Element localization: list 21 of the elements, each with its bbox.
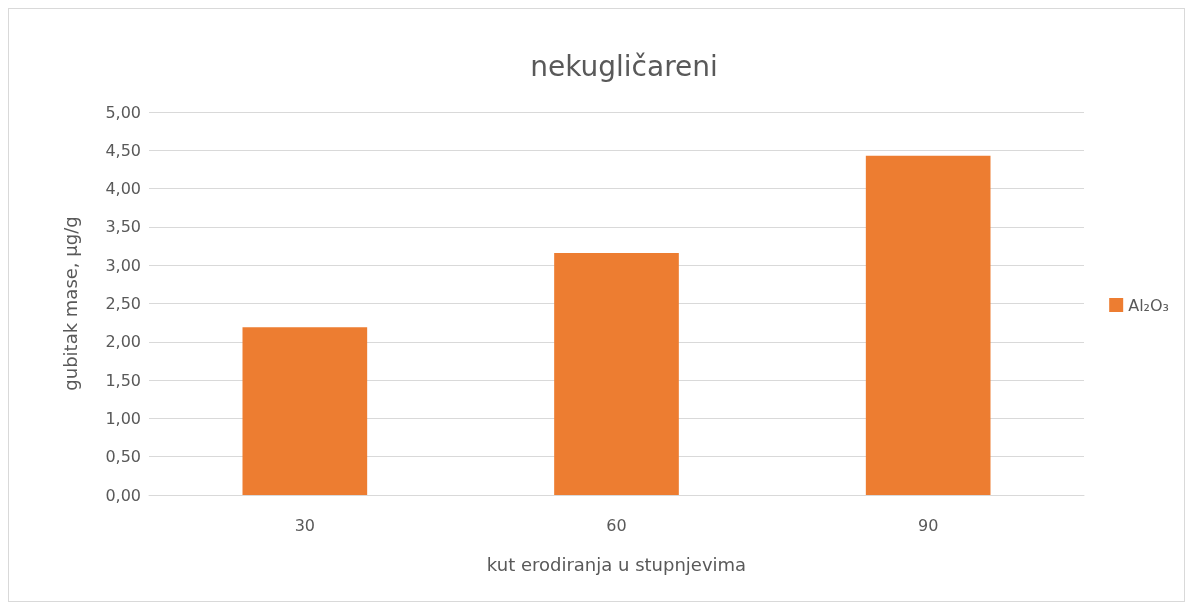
y-tick-label: 4,50 [105, 140, 141, 160]
bar [865, 155, 991, 495]
legend-label: Al₂O₃ [1128, 295, 1169, 315]
x-tick-label: 90 [917, 515, 939, 535]
y-tick-label: 4,00 [105, 179, 141, 199]
y-tick-label: 5,00 [105, 102, 141, 122]
x-tick-label: 30 [294, 515, 316, 535]
x-tick-label: 60 [606, 515, 627, 535]
bar [242, 327, 368, 495]
y-tick-label: 0,50 [105, 447, 141, 467]
y-tick-label: 0,00 [105, 485, 141, 505]
y-tick-label: 2,50 [105, 294, 141, 313]
bar [554, 252, 679, 495]
y-tick-label: 1,50 [105, 370, 141, 390]
chart-title: nekugličareni [530, 49, 718, 83]
y-tick-label: 2,00 [105, 332, 141, 352]
y-tick-label: 3,50 [105, 217, 141, 237]
y-axis-title: gubitak mase, µg/g [59, 216, 81, 391]
x-axis-title: kut erodiranja u stupnjevima [486, 553, 747, 575]
y-tick-label: 3,00 [105, 255, 141, 275]
y-tick-label: 1,00 [105, 408, 141, 428]
